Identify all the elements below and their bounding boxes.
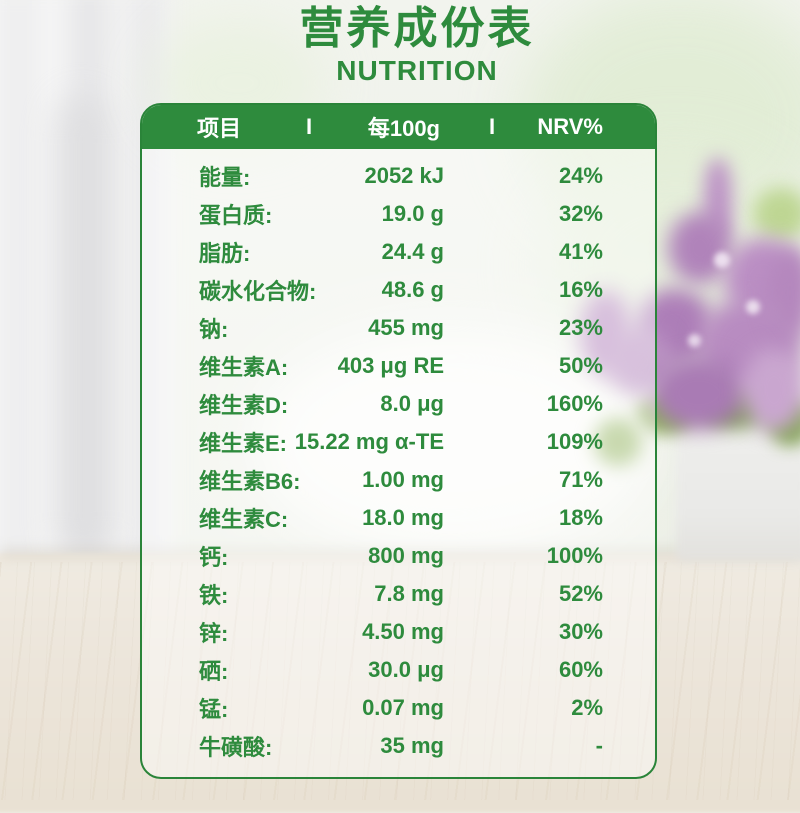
table-row: 钠: 455 mg 23% bbox=[142, 309, 655, 347]
row-value: 455 mg bbox=[368, 315, 444, 340]
flower-highlight bbox=[688, 334, 701, 347]
row-value: 48.6 g bbox=[381, 277, 444, 302]
table-row: 碳水化合物: 48.6 g 16% bbox=[142, 271, 655, 309]
row-label: 维生素C: bbox=[199, 507, 289, 532]
table-row: 硒: 30.0 μg 60% bbox=[142, 651, 655, 689]
table-header-row: 项目 I 每100g I NRV% bbox=[142, 105, 655, 149]
row-nrv: 2% bbox=[571, 695, 603, 720]
row-label: 牛磺酸: bbox=[199, 735, 273, 760]
row-nrv: 109% bbox=[546, 429, 603, 454]
row-label: 硒: bbox=[199, 659, 229, 684]
table-row: 钙: 800 mg 100% bbox=[142, 537, 655, 575]
page-title: 营养成份表 bbox=[299, 4, 535, 53]
row-label: 能量: bbox=[199, 165, 251, 190]
flower-blob bbox=[580, 290, 632, 376]
table-row: 维生素B6: 1.00 mg 71% bbox=[142, 461, 655, 499]
row-value: 800 mg bbox=[368, 543, 444, 568]
flower-blob bbox=[742, 348, 800, 432]
row-nrv: 32% bbox=[558, 201, 603, 226]
row-value: 30.0 μg bbox=[368, 657, 444, 682]
row-label: 钙: bbox=[199, 545, 229, 570]
row-label: 锰: bbox=[199, 697, 229, 722]
table-row: 维生素D: 8.0 μg 160% bbox=[142, 385, 655, 423]
table-row: 锰: 0.07 mg 2% bbox=[142, 689, 655, 727]
row-label: 维生素B6: bbox=[199, 469, 301, 494]
row-label: 锌: bbox=[199, 621, 229, 646]
table-row: 维生素E: 15.22 mg α-TE 109% bbox=[142, 423, 655, 461]
leaf-blob bbox=[753, 188, 800, 240]
row-value: 0.07 mg bbox=[362, 695, 444, 720]
row-value: 19.0 g bbox=[381, 201, 444, 226]
row-nrv: - bbox=[595, 733, 603, 758]
table-row: 维生素C: 18.0 mg 18% bbox=[142, 499, 655, 537]
row-label: 钠: bbox=[199, 317, 229, 342]
header-item: 项目 bbox=[197, 116, 242, 141]
row-nrv: 23% bbox=[558, 315, 603, 340]
curtain-fold bbox=[55, 95, 110, 560]
row-label: 脂肪: bbox=[199, 241, 251, 266]
header-separator: I bbox=[489, 114, 496, 139]
leaf-blob bbox=[594, 418, 642, 466]
row-label: 维生素E: bbox=[199, 431, 288, 456]
row-value: 1.00 mg bbox=[362, 467, 444, 492]
table-row: 牛磺酸: 35 mg - bbox=[142, 727, 655, 765]
row-value: 8.0 μg bbox=[380, 391, 444, 416]
row-nrv: 100% bbox=[546, 543, 603, 568]
table-row: 锌: 4.50 mg 30% bbox=[142, 613, 655, 651]
nutrition-table: 项目 I 每100g I NRV% 能量: 2052 kJ 24% 蛋白质: 1… bbox=[140, 103, 657, 779]
row-nrv: 160% bbox=[546, 391, 603, 416]
row-label: 蛋白质: bbox=[199, 203, 273, 228]
row-label: 维生素A: bbox=[199, 355, 289, 380]
wood-grain bbox=[0, 562, 800, 800]
table-row: 蛋白质: 19.0 g 32% bbox=[142, 195, 655, 233]
row-nrv: 60% bbox=[558, 657, 603, 682]
row-nrv: 18% bbox=[558, 505, 603, 530]
row-label: 铁: bbox=[199, 583, 229, 608]
row-nrv: 16% bbox=[558, 277, 603, 302]
row-nrv: 24% bbox=[558, 163, 603, 188]
flower-highlight bbox=[714, 252, 730, 268]
page-subtitle: NUTRITION bbox=[336, 55, 498, 86]
row-value: 15.22 mg α-TE bbox=[294, 429, 444, 454]
row-value: 35 mg bbox=[380, 733, 444, 758]
row-value: 403 μg RE bbox=[337, 353, 444, 378]
table-row: 维生素A: 403 μg RE 50% bbox=[142, 347, 655, 385]
header-nrv: NRV% bbox=[537, 114, 603, 139]
row-nrv: 30% bbox=[558, 619, 603, 644]
row-nrv: 52% bbox=[558, 581, 603, 606]
row-value: 18.0 mg bbox=[362, 505, 444, 530]
row-value: 24.4 g bbox=[381, 239, 444, 264]
row-nrv: 50% bbox=[558, 353, 603, 378]
row-value: 2052 kJ bbox=[364, 163, 444, 188]
row-label: 碳水化合物: bbox=[199, 279, 317, 304]
row-value: 4.50 mg bbox=[362, 619, 444, 644]
header-separator: I bbox=[306, 114, 313, 139]
row-nrv: 41% bbox=[558, 239, 603, 264]
flower-blob bbox=[652, 356, 746, 430]
row-label: 维生素D: bbox=[199, 393, 289, 418]
table-body: 能量: 2052 kJ 24% 蛋白质: 19.0 g 32% 脂肪: 24.4… bbox=[142, 149, 655, 777]
header-per-100g: 每100g bbox=[367, 116, 440, 141]
flower-blob bbox=[768, 246, 800, 340]
row-value: 7.8 mg bbox=[374, 581, 444, 606]
window-glow bbox=[250, 325, 650, 560]
row-nrv: 71% bbox=[558, 467, 603, 492]
flower-blob bbox=[668, 212, 732, 284]
table-edge-shadow bbox=[0, 548, 800, 559]
table-row: 能量: 2052 kJ 24% bbox=[142, 157, 655, 195]
flower-highlight bbox=[746, 300, 760, 314]
table-row: 脂肪: 24.4 g 41% bbox=[142, 233, 655, 271]
wood-table-surface bbox=[0, 553, 800, 813]
table-row: 铁: 7.8 mg 52% bbox=[142, 575, 655, 613]
heading: 营养成份表 NUTRITION bbox=[17, 4, 800, 86]
